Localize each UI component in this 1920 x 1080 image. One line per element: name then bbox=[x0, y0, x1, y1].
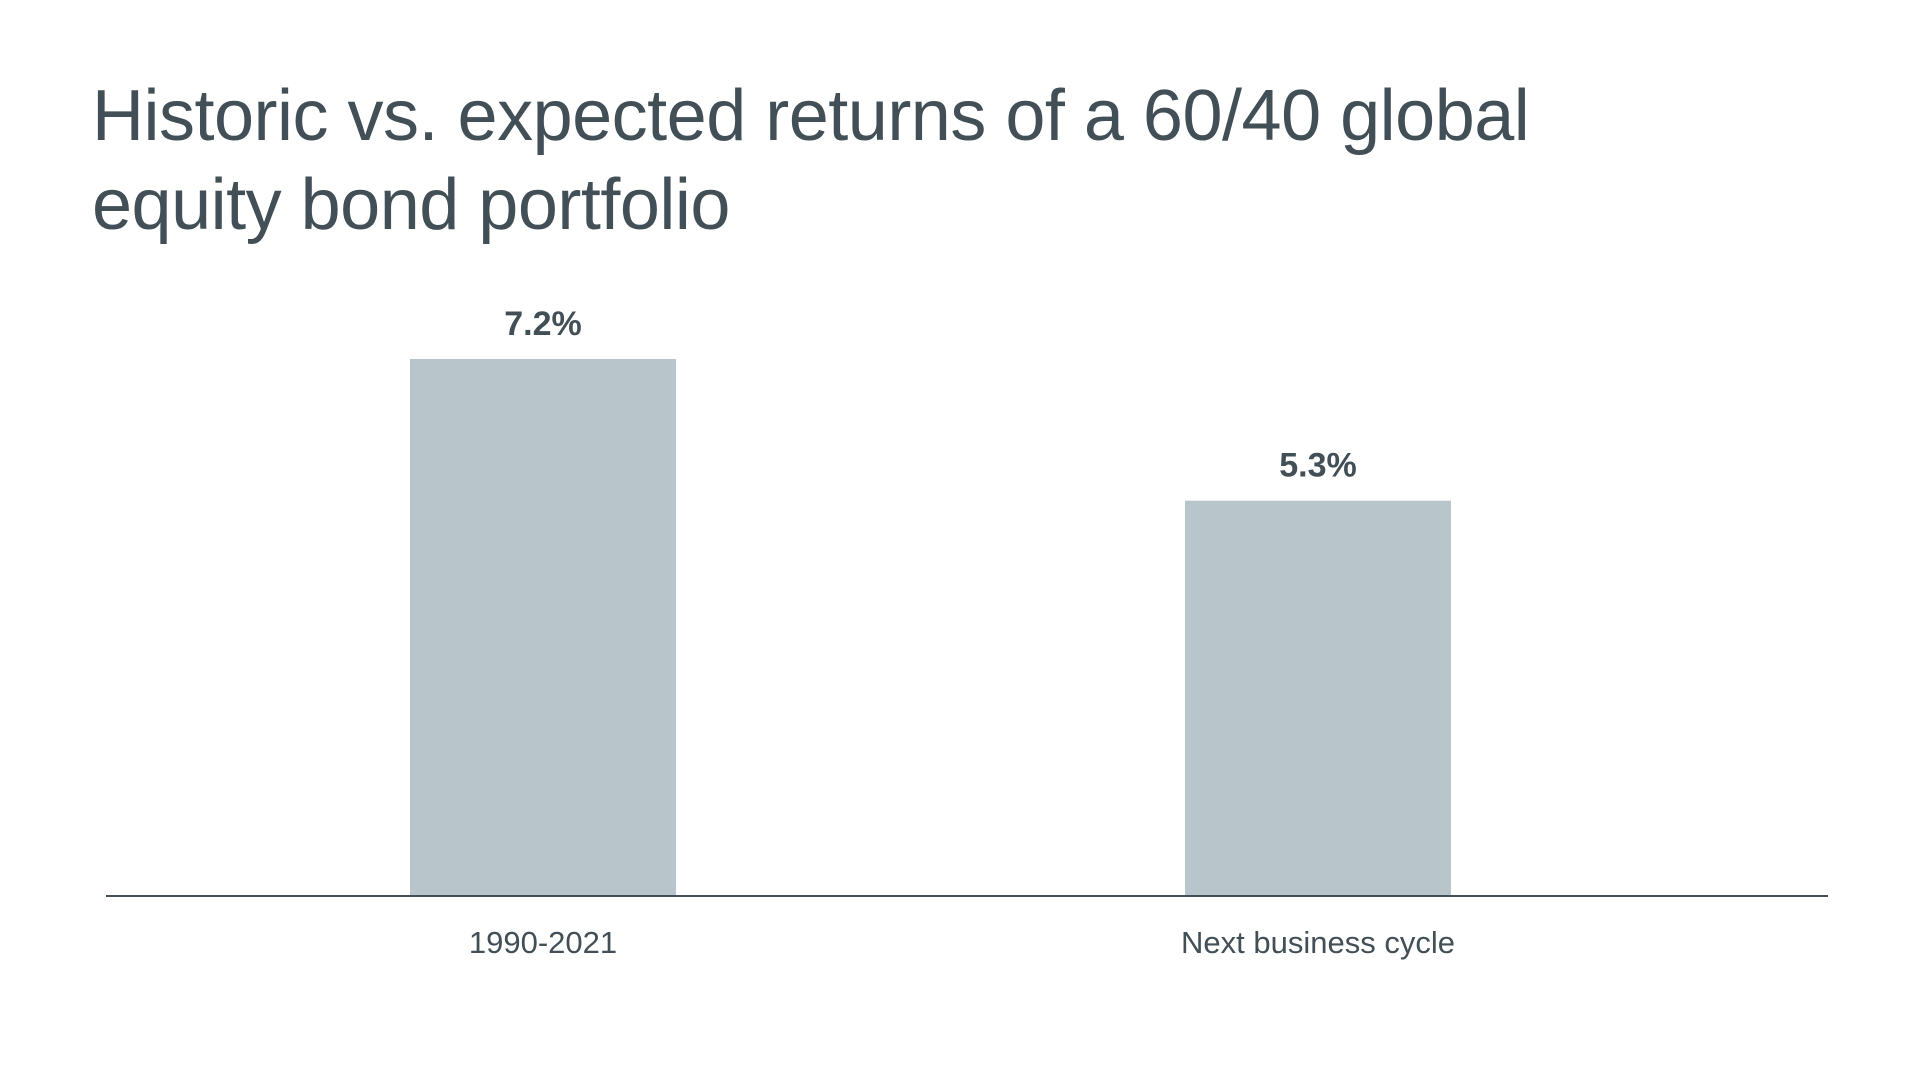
x-tick-label-2: Next business cycle bbox=[1181, 925, 1455, 960]
bar-value-label-2: 5.3% bbox=[1279, 447, 1357, 485]
tick-labels-group: 1990-2021 Next business cycle bbox=[469, 925, 1455, 960]
chart-title: Historic vs. expected returns of a 60/40… bbox=[92, 76, 1530, 245]
bar-1 bbox=[410, 359, 676, 896]
bar-value-label-1: 7.2% bbox=[504, 305, 582, 343]
value-labels-group: 7.2% 5.3% bbox=[504, 305, 1357, 485]
bars-group bbox=[410, 359, 1451, 896]
x-tick-label-1: 1990-2021 bbox=[469, 925, 617, 960]
bar-2 bbox=[1185, 500, 1451, 896]
